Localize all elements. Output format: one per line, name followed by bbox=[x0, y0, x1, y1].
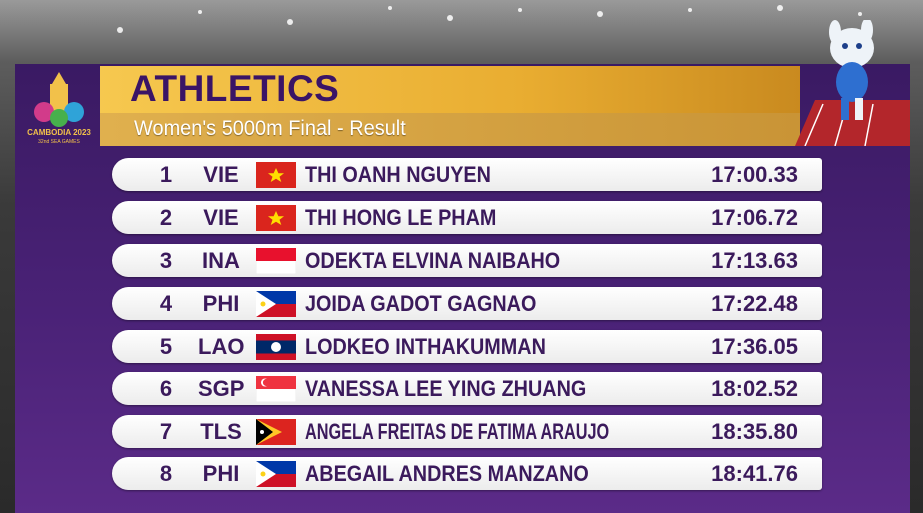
country: PHI bbox=[202, 291, 240, 316]
flag bbox=[256, 334, 296, 360]
athlete-name: ANGELA FREITAS DE FATIMA ARAUJO bbox=[305, 419, 610, 444]
athlete-name: LODKEO INTHAKUMMAN bbox=[305, 334, 546, 359]
result-row: 1 VIE THI OANH NGUYEN 17:00.33 bbox=[112, 158, 822, 191]
result-row: 6 SGP VANESSA LEE YING ZHUANG 18:02.52 bbox=[112, 372, 822, 405]
country: PHI bbox=[202, 461, 240, 486]
athlete-name: THI OANH NGUYEN bbox=[305, 162, 491, 187]
rank: 4 bbox=[159, 291, 173, 316]
rank: 5 bbox=[159, 334, 173, 359]
flag bbox=[256, 419, 296, 445]
header-subtitle: Women's 5000m Final - Result bbox=[134, 117, 406, 140]
time: 18:02.52 bbox=[711, 376, 798, 401]
athlete-name: VANESSA LEE YING ZHUANG bbox=[305, 376, 587, 401]
flag bbox=[256, 162, 296, 188]
rank: 6 bbox=[159, 376, 173, 401]
country: INA bbox=[202, 248, 240, 273]
athlete-name: ODEKTA ELVINA NAIBAHO bbox=[305, 248, 561, 273]
athlete-name: THI HONG LE PHAM bbox=[305, 205, 497, 230]
time: 18:41.76 bbox=[711, 461, 798, 486]
result-row: 7 TLS ANGELA FREITAS DE FATIMA ARAUJO 18… bbox=[112, 415, 822, 448]
stadium-lights bbox=[117, 5, 862, 33]
flag bbox=[256, 376, 296, 402]
time: 17:22.48 bbox=[711, 291, 798, 316]
flag bbox=[256, 205, 296, 231]
time: 18:35.80 bbox=[711, 419, 798, 444]
time: 17:06.72 bbox=[711, 205, 798, 230]
time: 17:13.63 bbox=[711, 248, 798, 273]
rank: 8 bbox=[159, 461, 173, 486]
result-row: 8 PHI ABEGAIL ANDRES MANZANO 18:41.76 bbox=[112, 457, 822, 490]
logo bbox=[34, 72, 84, 127]
logo-title: CAMBODIA 2023 bbox=[27, 128, 91, 137]
result-row: 4 PHI JOIDA GADOT GAGNAO 17:22.48 bbox=[112, 287, 822, 320]
header-bar bbox=[100, 66, 800, 113]
flag bbox=[256, 291, 296, 317]
athlete-name: ABEGAIL ANDRES MANZANO bbox=[305, 461, 589, 486]
time: 17:00.33 bbox=[711, 162, 798, 187]
rank: 7 bbox=[159, 419, 173, 444]
result-row: 2 VIE THI HONG LE PHAM 17:06.72 bbox=[112, 201, 822, 234]
header-title: ATHLETICS bbox=[130, 68, 340, 109]
time: 17:36.05 bbox=[711, 334, 798, 359]
result-row: 3 INA ODEKTA ELVINA NAIBAHO 17:13.63 bbox=[112, 244, 822, 277]
rank: 2 bbox=[159, 205, 173, 230]
result-row: 5 LAO LODKEO INTHAKUMMAN 17:36.05 bbox=[112, 330, 822, 363]
flag bbox=[256, 461, 296, 487]
mascot bbox=[795, 20, 910, 146]
logo-subtitle: 32nd SEA GAMES bbox=[38, 139, 80, 145]
country: SGP bbox=[198, 376, 245, 401]
country: LAO bbox=[198, 334, 245, 359]
country: VIE bbox=[203, 162, 239, 187]
country: VIE bbox=[203, 205, 239, 230]
country: TLS bbox=[200, 419, 242, 444]
subtitle-bar bbox=[100, 113, 800, 146]
athlete-name: JOIDA GADOT GAGNAO bbox=[305, 291, 537, 316]
flag bbox=[256, 248, 296, 274]
rank: 1 bbox=[159, 162, 173, 187]
rank: 3 bbox=[159, 248, 173, 273]
